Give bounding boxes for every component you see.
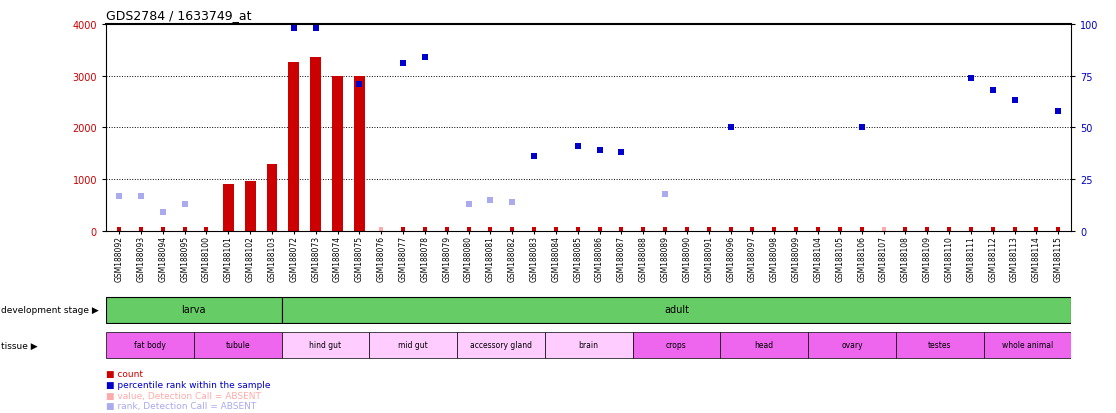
Bar — [106, 332, 194, 358]
Bar — [545, 332, 633, 358]
Bar — [310, 58, 321, 231]
Bar — [223, 185, 233, 231]
Bar — [194, 332, 281, 358]
Bar — [354, 76, 365, 231]
Bar — [633, 332, 720, 358]
Text: testes: testes — [929, 340, 952, 349]
Bar — [267, 164, 278, 231]
Text: ■ count: ■ count — [106, 369, 143, 378]
Text: mid gut: mid gut — [398, 340, 429, 349]
Text: larva: larva — [182, 305, 206, 315]
Text: tubule: tubule — [225, 340, 250, 349]
Bar — [808, 332, 896, 358]
Bar — [896, 332, 983, 358]
Bar — [333, 76, 343, 231]
Text: head: head — [754, 340, 773, 349]
Bar — [288, 62, 299, 231]
Text: tissue ▶: tissue ▶ — [1, 341, 38, 350]
Text: hind gut: hind gut — [309, 340, 341, 349]
Text: ■ rank, Detection Call = ABSENT: ■ rank, Detection Call = ABSENT — [106, 401, 257, 411]
Text: ovary: ovary — [841, 340, 863, 349]
Text: adult: adult — [664, 305, 689, 315]
Text: ■ value, Detection Call = ABSENT: ■ value, Detection Call = ABSENT — [106, 391, 261, 400]
Bar — [106, 297, 281, 323]
Bar — [983, 332, 1071, 358]
Bar — [281, 332, 369, 358]
Text: fat body: fat body — [134, 340, 166, 349]
Text: development stage ▶: development stage ▶ — [1, 306, 99, 315]
Text: crops: crops — [666, 340, 686, 349]
Bar — [369, 332, 458, 358]
Bar — [458, 332, 545, 358]
Bar — [281, 297, 1071, 323]
Text: accessory gland: accessory gland — [470, 340, 532, 349]
Text: brain: brain — [579, 340, 598, 349]
Text: GDS2784 / 1633749_at: GDS2784 / 1633749_at — [106, 9, 251, 22]
Text: ■ percentile rank within the sample: ■ percentile rank within the sample — [106, 380, 270, 389]
Text: whole animal: whole animal — [1002, 340, 1054, 349]
Bar — [720, 332, 808, 358]
Bar — [244, 182, 256, 231]
